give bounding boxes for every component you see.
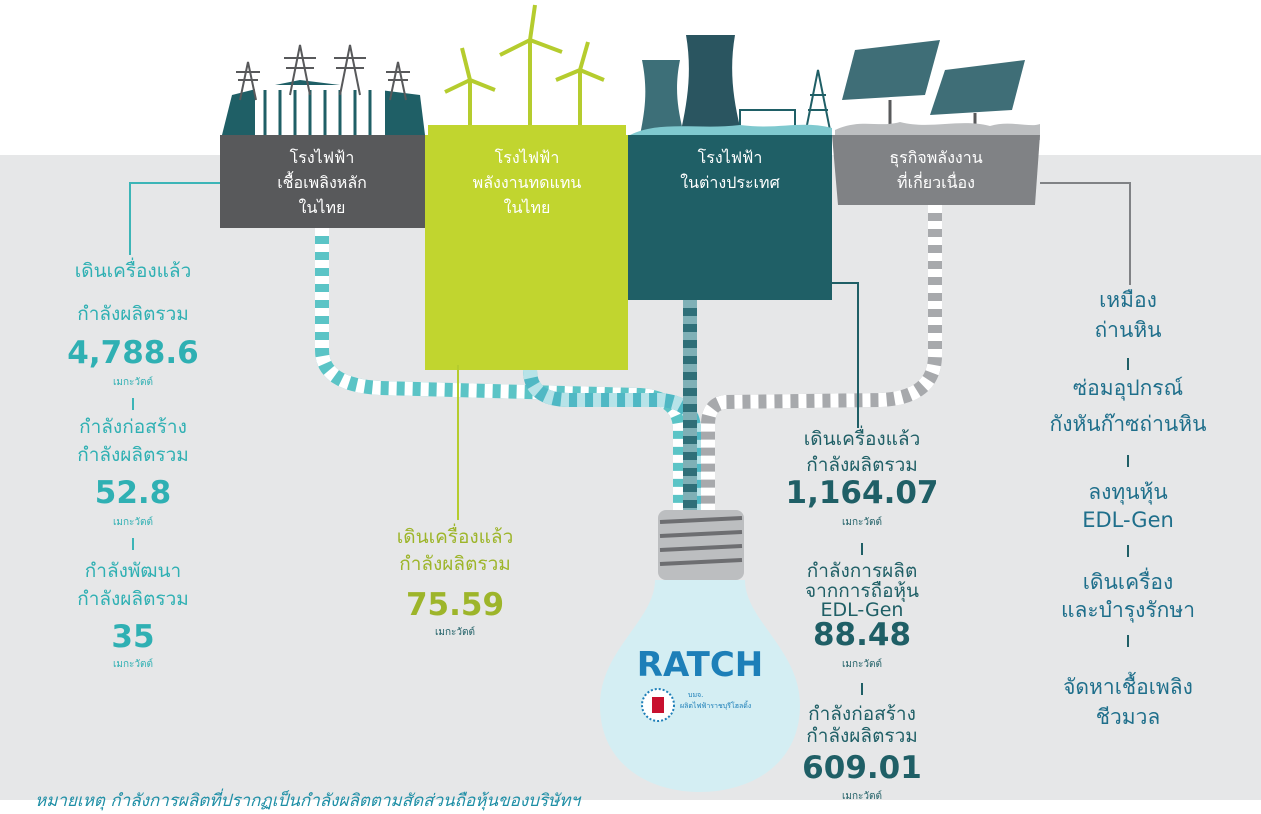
stat-label: เดินเครื่องแล้ว <box>396 526 514 548</box>
plant-label: โรงไฟฟ้า <box>289 148 355 167</box>
stat-unit: เมกะวัตต์ <box>112 517 154 528</box>
stat-label: กำลังพัฒนา <box>84 560 182 582</box>
stat-label: จากการถือหุ้น <box>804 580 920 602</box>
stat-label: เดินเครื่องแล้ว <box>803 428 921 450</box>
stat-unit: เมกะวัตต์ <box>112 659 154 670</box>
stat-unit: เมกะวัตต์ <box>841 517 883 528</box>
stat-value: 75.59 <box>405 587 505 623</box>
stat-label: กำลังผลิตรวม <box>806 725 918 747</box>
stat-value: 609.01 <box>802 750 922 786</box>
logo-name: RATCH <box>636 645 764 685</box>
wind-art <box>428 4 626 135</box>
business-item: ถ่านหิน <box>1094 318 1162 342</box>
note: หมายเหตุ กำลังการผลิตที่ปรากฏเป็นกำลังผล… <box>35 791 580 811</box>
stat-label: กำลังผลิตรวม <box>77 303 189 325</box>
logo-company: ผลิตไฟฟ้าราชบุรีโฮลดิ้ง <box>680 702 752 710</box>
solar-art <box>835 40 1040 140</box>
stat-label: กำลังผลิตรวม <box>806 454 918 476</box>
stat-unit: เมกะวัตต์ <box>434 627 476 638</box>
stat-label: กำลังก่อสร้าง <box>79 416 187 438</box>
stat-value: 52.8 <box>94 475 172 511</box>
plant-label: ที่เกี่ยวเนื่อง <box>897 173 975 192</box>
stat-unit: เมกะวัตต์ <box>841 791 883 802</box>
leaders <box>129 182 1131 520</box>
stat-unit: เมกะวัตต์ <box>112 377 154 388</box>
stat-value: 4,788.6 <box>67 335 199 371</box>
plant-label: เชื้อเพลิงหลัก <box>277 173 367 192</box>
plant-label: ในไทย <box>298 198 346 217</box>
stat-unit: เมกะวัตต์ <box>841 659 883 670</box>
stat-label: กำลังก่อสร้าง <box>808 703 916 725</box>
business-item: จัดหาเชื้อเพลิง <box>1063 675 1193 699</box>
business-item: ลงทุนหุ้น <box>1088 480 1168 504</box>
stat-label: กำลังผลิตรวม <box>77 444 189 466</box>
stat-label: เดินเครื่องแล้ว <box>74 260 192 282</box>
stat-value: 1,164.07 <box>785 475 939 511</box>
business-item: และบำรุงรักษา <box>1061 598 1195 622</box>
plant-label: พลังงานทดแทน <box>472 173 582 192</box>
stat-label: กำลังผลิตรวม <box>77 588 189 610</box>
plant-label: โรงไฟฟ้า <box>697 148 763 167</box>
stat-label: EDL-Gen <box>820 599 904 621</box>
business-item: กังหันก๊าซถ่านหิน <box>1049 412 1207 436</box>
plant-label: ในไทย <box>503 198 551 217</box>
business-item: เหมือง <box>1099 288 1157 312</box>
stat-value: 35 <box>111 619 155 655</box>
business-item: ซ่อมอุปกรณ์ <box>1072 376 1184 400</box>
business-item: EDL-Gen <box>1082 508 1174 532</box>
box-renewable <box>425 135 628 370</box>
pipes <box>315 205 942 515</box>
box-related <box>832 135 1040 205</box>
pipes-front <box>523 300 701 515</box>
business-item: ชีวมวล <box>1095 705 1161 729</box>
plant-label: ในต่างประเทศ <box>680 173 780 192</box>
plant-label: ธุรกิจพลังงาน <box>889 148 983 167</box>
stat-label: กำลังการผลิต <box>806 560 918 582</box>
stat-value: 88.48 <box>812 617 912 653</box>
plant-label: โรงไฟฟ้า <box>494 148 560 167</box>
bulb <box>600 510 800 792</box>
business-item: เดินเครื่อง <box>1082 570 1174 594</box>
overseas-art <box>630 35 832 136</box>
stat-label: กำลังผลิตรวม <box>399 553 511 575</box>
separators <box>132 358 1129 695</box>
box-fossil <box>220 135 425 228</box>
box-overseas <box>628 135 832 300</box>
fossil-plant-art <box>222 44 425 135</box>
logo-prefix: บมจ. <box>688 691 704 699</box>
